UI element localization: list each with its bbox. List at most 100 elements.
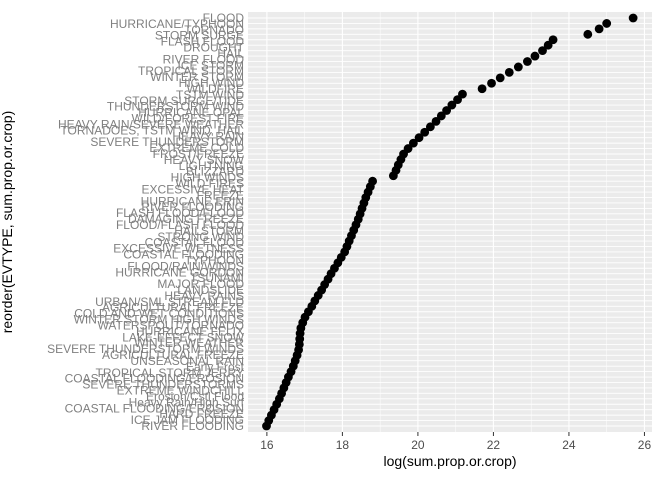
y-tick-label: HEAVY RAIN (172, 129, 244, 143)
y-tick-label: BLIZZARD (186, 165, 244, 179)
y-tick-label: LIGHTNING (179, 159, 244, 173)
data-point (403, 144, 413, 153)
y-tick-label: Heavy Rain/High Surf (129, 395, 245, 409)
y-tick-label: UNSEASONAL RAIN (130, 354, 244, 368)
data-point (583, 29, 593, 39)
y-tick-label: STRONG WIND (157, 230, 244, 244)
y-tick-label: FLASH FLOOD/FLOOD (116, 206, 244, 220)
data-point (368, 176, 377, 186)
x-tick-label: 24 (562, 438, 576, 452)
y-tick-label: WATERSPOUT/TORNADO (98, 318, 244, 332)
y-tick-label: EXTREME WINDCHILL (117, 384, 245, 398)
y-tick-label: HEAVY RAIN/SEVERE WEATHER (58, 117, 244, 131)
y-tick-label: COASTAL FLOOD (145, 236, 245, 250)
x-axis-ticks: 16 18 20 22 24 26 (260, 432, 651, 452)
y-tick-label: WINTER STORM HIGH WINDS (74, 313, 244, 327)
data-point (538, 46, 547, 56)
y-tick-label: COASTAL FLOODING/EROSION (65, 401, 244, 415)
y-tick-label: EXCESSIVE WETNESS (113, 242, 244, 256)
y-tick-label: COASTAL FLOODING/EROSION (65, 372, 244, 386)
y-tick-label: FLOOD/RAIN/WINDS (127, 259, 244, 273)
data-points (262, 13, 638, 431)
y-tick-label: HURRICANE OPAL (138, 106, 244, 120)
y-tick-label: TROPICAL STORM (138, 64, 244, 78)
y-tick-label: COASTAL FLOODING (123, 248, 244, 262)
y-tick-label: MAJOR FLOOD (157, 277, 244, 291)
data-point (628, 13, 638, 23)
plot-panel (248, 12, 652, 432)
y-tick-label: STORM SURGE (155, 29, 244, 43)
x-tick-label: 16 (260, 438, 274, 452)
y-tick-label: AGRICULTURAL FREEZE (102, 301, 244, 315)
data-point (458, 89, 467, 99)
y-tick-label: SEVERE THUNDERSTORMS (82, 378, 244, 392)
data-point (420, 127, 430, 137)
y-tick-label: HEAVY SNOW (164, 153, 245, 167)
data-point (548, 35, 558, 45)
y-tick-label: TROPICAL STORM JERRY (96, 366, 244, 380)
y-tick-label: HURRICANE FELIX (136, 324, 244, 338)
y-tick-label: WINTER WEATHER (134, 336, 244, 350)
data-point (602, 19, 612, 28)
y-tick-label: HEAVY RAINS (164, 289, 244, 303)
y-tick-label: THUNDERSTORM WIND (107, 100, 244, 114)
y-tick-label: TORNADOES, TSTM WIND, HAIL (60, 123, 244, 137)
y-tick-label: HAIL (217, 46, 244, 60)
y-tick-label: FREEZE (197, 188, 244, 202)
y-tick-label: TSTM WIND (176, 88, 244, 102)
data-point (447, 100, 457, 110)
data-point (425, 122, 435, 132)
y-tick-label: FROST/FREEZE (153, 147, 244, 161)
data-point (442, 106, 452, 115)
data-point (414, 133, 424, 143)
y-tick-label: RIVER FLOODING (141, 419, 244, 433)
y-tick-label: Erosion/Cstl Flood (146, 389, 244, 403)
y-tick-label: DROUGHT (183, 41, 244, 55)
y-tick-label: WILDFIRE (187, 82, 244, 96)
y-tick-label: WINTER STORM (150, 70, 244, 84)
data-point (431, 116, 441, 126)
y-tick-label: TYPHOON (185, 253, 244, 267)
data-point (594, 24, 604, 34)
y-tick-label: HARD FREEZE (159, 407, 244, 421)
data-point (495, 73, 505, 83)
x-axis-title: log(sum.prop.or.crop) (383, 453, 516, 469)
y-tick-label: LAKE-EFFECT SNOW (122, 330, 244, 344)
y-tick-label: URBAN/SML STREAM FLD (95, 295, 244, 309)
y-tick-label: EXCESSIVE HEAT (142, 182, 245, 196)
y-tick-label: HURRICANE ERIN (141, 194, 244, 208)
y-tick-label: TORNADO (184, 23, 244, 37)
y-tick-label: Early Frost (186, 360, 245, 374)
y-tick-label: HURRICANE/TYPHOON (110, 17, 244, 31)
data-point (487, 78, 496, 88)
data-point (523, 57, 532, 66)
y-tick-label: FLASH FLOOD (161, 35, 245, 49)
y-tick-label: ICE STORM (178, 58, 244, 72)
data-point (477, 84, 487, 94)
y-tick-label: FLOOD (203, 11, 245, 25)
y-axis-title: reorder(EVTYPE, sum.prop.or.crop) (0, 111, 15, 334)
y-tick-label: DAMAGING FREEZE (128, 212, 244, 226)
y-tick-label: TSUNAMI (190, 271, 244, 285)
y-tick-label: SEVERE THUNDERSTORM (90, 135, 244, 149)
y-tick-label: COLD AND WET CONDITIONS (74, 307, 244, 321)
x-tick-label: 20 (411, 438, 425, 452)
y-tick-label: WILD/FOREST FIRE (132, 112, 244, 126)
x-tick-label: 26 (638, 438, 652, 452)
y-tick-label: ICE JAM FLOODING (131, 413, 244, 427)
data-point (513, 62, 523, 72)
y-tick-label: WILD FIRES (175, 177, 244, 191)
data-point (504, 68, 514, 77)
y-tick-label: STORM SURGE/TIDE (124, 94, 244, 108)
data-point (436, 111, 446, 121)
y-tick-label: HIGH WINDS (171, 171, 244, 185)
y-tick-label: HURRICANE GORDON (115, 265, 244, 279)
y-tick-label: LANDSLIDE (177, 283, 244, 297)
y-tick-label: SEVERE THUNDERSTORM WINDS (47, 342, 244, 356)
y-tick-label: FLOOD/FLASH FLOOD (116, 218, 244, 232)
y-tick-label: RIVER FLOOD (163, 52, 245, 66)
x-tick-label: 18 (336, 438, 350, 452)
y-tick-label: AGRICULTURAL FREEZE (102, 348, 244, 362)
